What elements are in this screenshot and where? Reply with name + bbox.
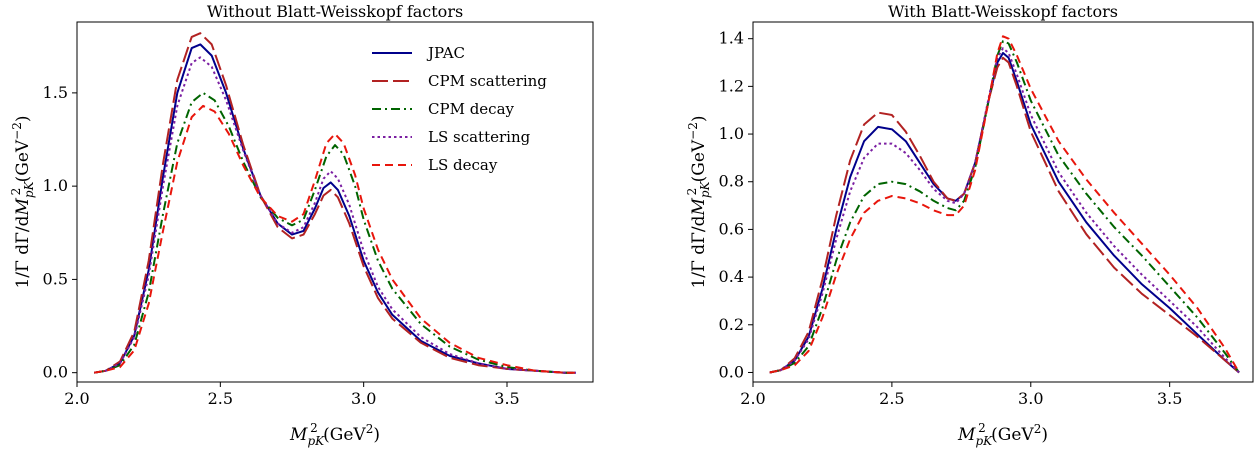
y-axis-label: 1/Γ dΓ/dMpK2 (GeV−2) xyxy=(685,115,712,288)
series-line-jpac xyxy=(94,43,576,374)
x-axis-label: MpK2 (GeV2) xyxy=(957,421,1048,448)
series-line-jpac xyxy=(769,52,1240,374)
x-tick-label: 3.0 xyxy=(351,389,376,408)
x-tick-label: 3.5 xyxy=(494,389,519,408)
x-axis-label: MpK2 (GeV2) xyxy=(289,421,380,448)
x-tick-label: 3.0 xyxy=(1018,389,1043,408)
y-tick-label: 0.5 xyxy=(43,269,68,288)
chart-title: Without Blatt-Weisskopf factors xyxy=(207,2,463,21)
legend-label: CPM decay xyxy=(428,100,515,118)
y-tick-label: 1.0 xyxy=(719,124,744,143)
right-chart: With Blatt-Weisskopf factors 2.0 2.5 3.0 3.5… xyxy=(685,2,1254,448)
x-tick-label: 2.0 xyxy=(64,389,89,408)
y-tick-label: 1.5 xyxy=(43,83,68,102)
series-line-cpm-decay xyxy=(769,40,1240,374)
y-tick-label: 0.6 xyxy=(719,219,744,238)
x-tick-label: 2.0 xyxy=(740,389,765,408)
x-tick-label: 2.5 xyxy=(208,389,233,408)
legend-label: LS decay xyxy=(428,156,498,174)
plot-frame xyxy=(76,21,594,383)
series-line-cpm-decay xyxy=(94,91,576,374)
series-line-ls-scattering xyxy=(769,47,1240,374)
series-line-cpm-scattering xyxy=(94,32,576,374)
x-tick-label: 2.5 xyxy=(879,389,904,408)
y-axis-label: 1/Γ dΓ/dMpK2 (GeV−2) xyxy=(9,115,36,288)
y-tick-label: 1.0 xyxy=(43,176,68,195)
y-tick-label: 0.4 xyxy=(719,267,744,286)
legend-label: CPM scattering xyxy=(428,72,547,90)
legend-label: JPAC xyxy=(426,44,465,62)
legend: JPAC CPM scattering CPM decay LS scattering… xyxy=(372,44,547,174)
y-tick-label: 0.8 xyxy=(719,172,744,191)
y-tick-label: 1.2 xyxy=(719,76,744,95)
x-tick-label: 3.5 xyxy=(1157,389,1182,408)
series-line-ls-scattering xyxy=(94,56,576,374)
plot-frame xyxy=(752,21,1254,383)
chart-title: With Blatt-Weisskopf factors xyxy=(888,2,1118,21)
y-tick-label: 0.2 xyxy=(719,315,744,334)
left-chart: Without Blatt-Weisskopf factors 2.0 2.5 3.0… xyxy=(9,2,594,448)
series-line-ls-decay xyxy=(94,104,576,374)
series-line-ls-decay xyxy=(769,35,1240,374)
y-tick-label: 0.0 xyxy=(43,363,68,382)
y-tick-label: 0.0 xyxy=(719,362,744,381)
y-tick-label: 1.4 xyxy=(719,29,744,48)
series-line-cpm-scattering xyxy=(769,56,1240,374)
legend-label: LS scattering xyxy=(428,128,531,146)
